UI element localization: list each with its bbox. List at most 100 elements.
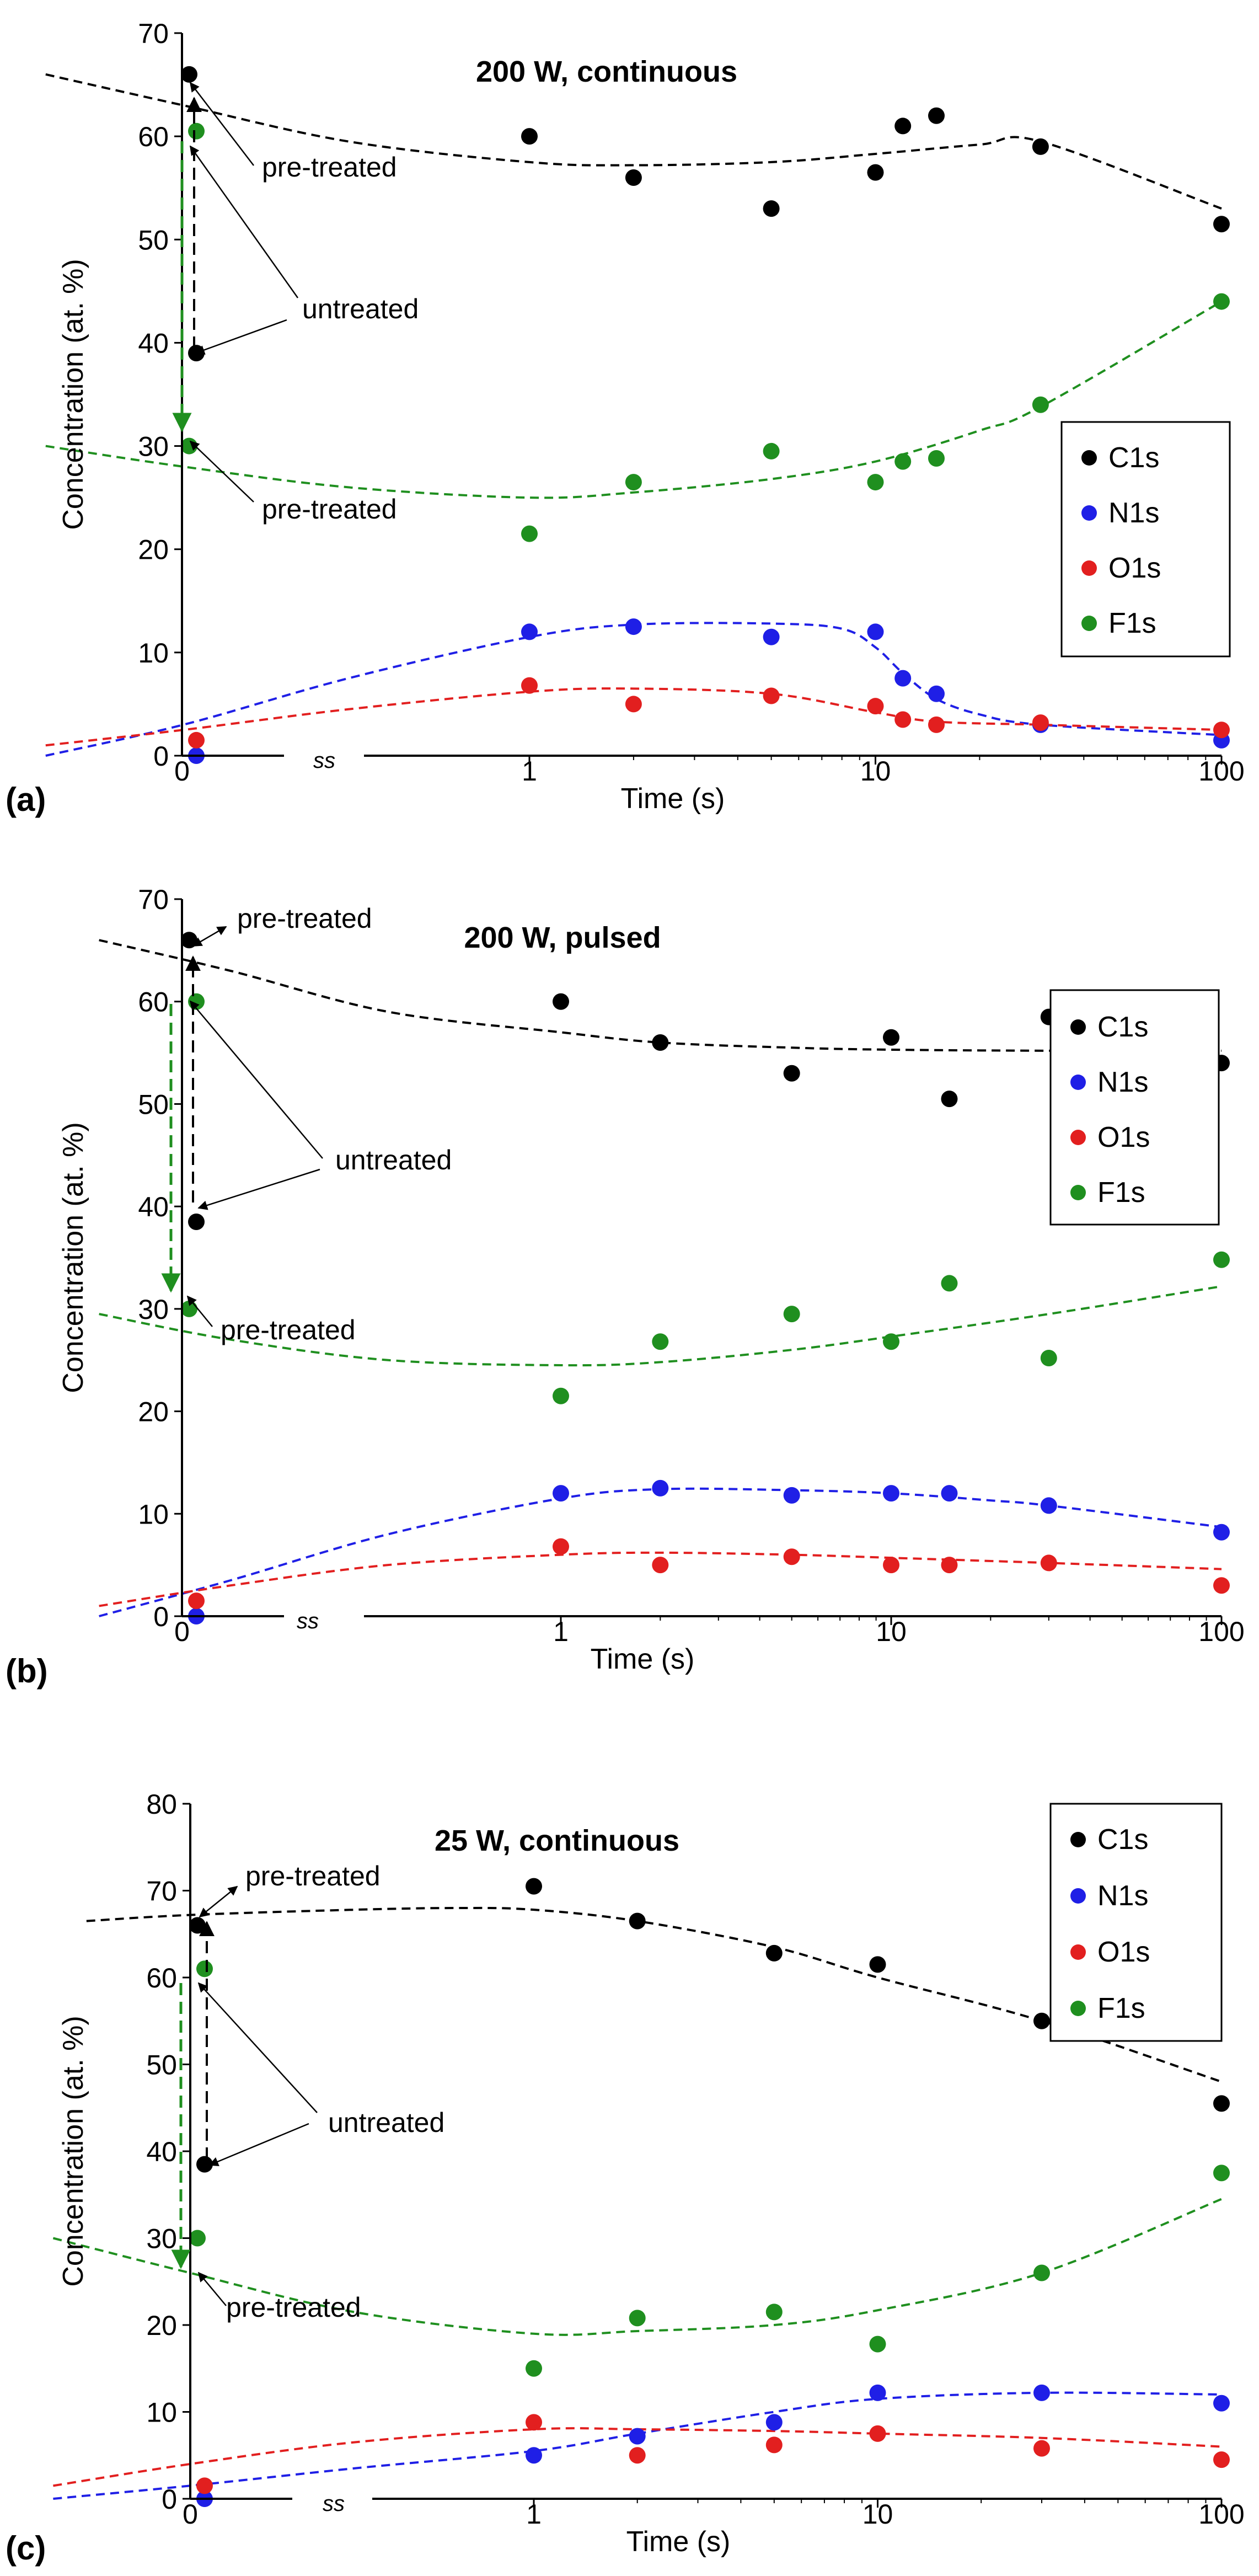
panel-a-point-o1s	[521, 677, 538, 694]
panel-c-ytick-label: 20	[146, 2310, 177, 2341]
panel-a-ytick-label: 40	[138, 328, 169, 359]
panel-c-pretreated-c1s-label: pre-treated	[245, 1861, 381, 1891]
panel-c-point-c1s	[1213, 2095, 1230, 2112]
panel-a-point-f1s	[188, 122, 205, 140]
panel-a-point-n1s	[867, 623, 884, 640]
panel-c: 0 10 20 30 40 50 60 70 80 0 1 10 100 ss Concentratio…	[6, 1789, 1245, 2567]
panel-c-trendline-o1s	[53, 2427, 1222, 2487]
panel-b-point-c1s	[783, 1065, 800, 1082]
panel-b-point-n1s	[553, 1485, 569, 1502]
panel-a-trendline-c1s	[45, 73, 1222, 210]
panel-a-point-n1s	[928, 685, 945, 702]
panel-b-untreated-c1s-pointer	[197, 1168, 320, 1210]
panel-b-untreated-label: untreated	[335, 1145, 452, 1175]
panel-a-xtick-label-zero: 0	[174, 756, 190, 787]
panel-b-point-n1s	[783, 1487, 800, 1504]
panel-a-point-c1s	[1213, 216, 1230, 233]
panel-c-point-f1s	[765, 2304, 783, 2321]
panel-c-point-f1s	[196, 1960, 213, 1978]
panel-c-point-c1s	[629, 1912, 646, 1930]
panel-c-point-o1s	[765, 2436, 783, 2454]
panel-b-untreated-f1s-pointer	[189, 1000, 323, 1159]
panel-c-legend-f1s: F1s	[1097, 1992, 1145, 2024]
panel-b-point-o1s	[553, 1538, 569, 1555]
panel-b-point-f1s	[652, 1333, 669, 1350]
panel-b-point-f1s	[1040, 1350, 1057, 1366]
panel-c-point-f1s	[526, 2360, 542, 2377]
panel-b-trendline-o1s	[99, 1551, 1222, 1607]
panel-a-point-o1s	[867, 698, 884, 715]
panel-a-point-c1s	[894, 117, 912, 135]
panel-b-point-f1s	[181, 1300, 197, 1317]
panel-b-point-o1s	[1213, 1577, 1230, 1594]
panel-b-pretreated-c1s-label: pre-treated	[237, 903, 372, 934]
panel-c-ytick-label: 70	[146, 1876, 177, 1907]
panel-c-point-n1s	[1213, 2395, 1230, 2412]
panel-a-point-c1s	[928, 107, 945, 124]
panel-b-pretreated-f1s-pointer	[186, 1295, 213, 1327]
panel-c-legend-marker-n1s	[1070, 1888, 1086, 1904]
panel-c-point-o1s	[1033, 2440, 1050, 2457]
panel-b-point-o1s	[783, 1548, 800, 1565]
panel-b-point-c1s	[883, 1029, 899, 1046]
panel-a-legend-marker-c1s	[1081, 450, 1097, 466]
panel-a-point-c1s	[625, 169, 642, 186]
panel-b-point-o1s	[941, 1557, 958, 1574]
panel-b-point-f1s	[783, 1306, 800, 1323]
panel-c-axis-break: ss	[323, 2492, 345, 2516]
panel-c-xtick-label: 1	[526, 2499, 542, 2530]
panel-b-legend-marker-f1s	[1070, 1185, 1086, 1200]
panel-a-ytick-label: 20	[138, 535, 169, 565]
panel-b-xtick-label-zero: 0	[174, 1616, 190, 1647]
panel-c-point-c1s	[189, 1917, 206, 1934]
panel-c-legend-marker-o1s	[1070, 1944, 1086, 1960]
panel-a-point-f1s	[625, 474, 642, 491]
panel-b-xtick-label: 1	[553, 1616, 569, 1647]
panel-a-point-o1s	[928, 716, 945, 733]
panel-b-xtick-label: 100	[1198, 1616, 1244, 1647]
panel-a-point-n1s	[894, 670, 912, 687]
panel-a-pretreated-c1s-label: pre-treated	[262, 152, 397, 183]
panel-c-point-o1s	[629, 2447, 646, 2464]
panel-c-xtick-label: 10	[862, 2499, 893, 2530]
panel-b-point-n1s	[941, 1485, 958, 1502]
panel-b-point-c1s	[652, 1034, 669, 1051]
panel-a-legend-o1s: O1s	[1108, 552, 1161, 584]
panel-b: 0 10 20 30 40 50 60 70 0 1 10 100 ss Concentration …	[6, 884, 1245, 1690]
panel-b-legend-f1s: F1s	[1097, 1177, 1145, 1209]
panel-c-legend-c1s: C1s	[1097, 1824, 1148, 1856]
panel-b-point-f1s	[553, 1387, 569, 1404]
panel-a-point-n1s	[763, 628, 780, 645]
panel-a-legend-c1s: C1s	[1108, 442, 1159, 474]
panel-a-point-c1s	[1032, 138, 1049, 155]
panel-a-point-n1s	[625, 618, 642, 635]
panel-b-point-c1s	[941, 1091, 958, 1108]
panel-a-legend-marker-f1s	[1081, 616, 1097, 631]
panel-a-point-o1s	[188, 731, 205, 749]
panel-c-point-o1s	[526, 2414, 542, 2431]
panel-a-legend: C1s N1s O1s F1s	[1060, 421, 1231, 658]
panel-c-point-f1s	[629, 2310, 646, 2327]
panel-b-point-n1s	[1040, 1497, 1057, 1514]
panel-b-title: 200 W, pulsed	[464, 921, 661, 954]
panel-c-point-c1s	[765, 1944, 783, 1962]
panel-b-ylabel: Concentration (at. %)	[57, 1122, 89, 1393]
panel-a-axis-break: ss	[313, 749, 335, 773]
panel-c-ylabel: Concentration (at. %)	[57, 2016, 89, 2286]
panel-c-legend-n1s: N1s	[1097, 1880, 1148, 1912]
panel-a-point-c1s	[867, 164, 884, 181]
panel-a-xtick-label: 100	[1198, 756, 1244, 787]
panel-a-title: 200 W, continuous	[476, 55, 737, 88]
panel-c-point-f1s	[1213, 2165, 1230, 2182]
panel-a-point-f1s	[1032, 396, 1049, 413]
panel-b-xlabel: Time (s)	[591, 1643, 695, 1675]
panel-b-point-n1s	[883, 1485, 899, 1502]
panel-b-label: (b)	[6, 1653, 48, 1690]
panel-a-ytick-label: 60	[138, 121, 169, 152]
panel-a-legend-marker-o1s	[1081, 560, 1097, 576]
panel-a-ytick-label: 30	[138, 431, 169, 462]
panel-c-pretreated-c1s-pointer	[199, 1885, 238, 1918]
panel-a-point-f1s	[1213, 293, 1230, 310]
panel-b-ytick-label: 60	[138, 987, 169, 1018]
